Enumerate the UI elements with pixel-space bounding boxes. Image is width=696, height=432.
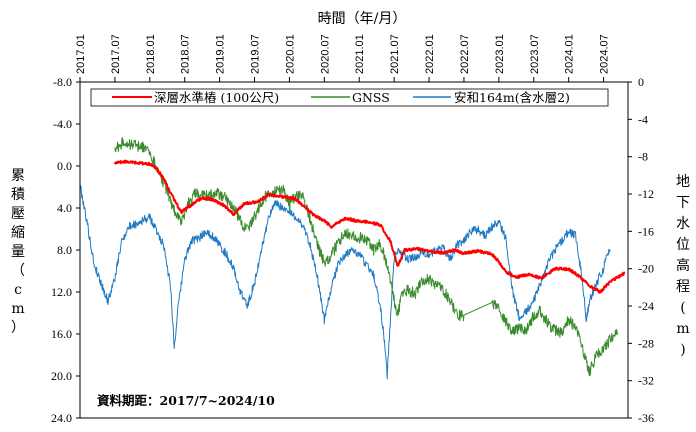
x-tick-label: 2023.07 [529,34,541,74]
series-layer [79,137,626,380]
y-left-tick-label: -4.0 [53,117,72,131]
y-right-tick-label: -8 [638,150,648,164]
y-left-tick-label: 16.0 [51,327,72,341]
y-left-tick-label: -8.0 [53,75,72,89]
y-axis-left-label: 累積壓縮量（ c m） [11,168,25,336]
x-tick-label: 2019.07 [250,34,262,74]
y-right-tick-label: -12 [638,187,654,201]
y-left-tick-label: 8.0 [57,243,72,257]
legend-label-anhe-well: 安和164m(含水層2) [454,90,570,105]
x-tick-label: 2021.01 [354,34,366,74]
y-left-tick-label: 20.0 [51,369,72,383]
y-left-tick-label: 0.0 [57,159,72,173]
x-tick-label: 2023.01 [494,34,506,74]
y-left-tick-label: 4.0 [57,201,72,215]
y-left-tick-label: 24.0 [51,411,72,425]
x-tick-label: 2021.07 [389,34,401,74]
y-axis-right-label: 地下水位高程(m) [676,174,690,358]
x-tick-label: 2017.07 [110,34,122,74]
x-tick-label: 2020.07 [319,34,331,74]
y-right-tick-label: -36 [638,411,654,425]
legend-label-deep-benchmark: 深層水準樁 (100公尺) [154,90,279,105]
x-tick-label: 2022.07 [459,34,471,74]
x-axis-ticks: 2017.01 2017.07 2018.01 2018.07 2019.01 2019.… [75,34,611,82]
chart-title: 時間（年/月） [318,11,407,27]
y-right-tick-label: -16 [638,224,654,238]
x-tick-label: 2019.01 [215,34,227,74]
series-line-anhe-well [79,185,611,380]
x-tick-label: 2018.01 [145,34,157,74]
y-right-tick-label: -32 [638,374,654,388]
x-tick-label: 2018.07 [180,34,192,74]
y-right-tick-label: 0 [638,75,644,89]
x-tick-label: 2024.01 [564,34,576,74]
x-tick-label: 2022.01 [424,34,436,74]
x-tick-label: 2020.01 [284,34,296,74]
y-axis-right-ticks: 0 -4 -8 -12 -16 -20 -24 -28 -32 -36 [628,75,654,425]
data-period-note: 資料期距：2017/7~2024/10 [97,393,275,408]
x-tick-label: 2017.01 [75,34,87,74]
x-tick-label: 2024.07 [599,34,611,74]
y-right-tick-label: -28 [638,336,654,350]
plot-frame [79,81,629,419]
y-right-tick-label: -4 [638,112,648,126]
y-right-tick-label: -24 [638,299,654,313]
legend-label-gnss: GNSS [352,90,390,105]
y-axis-left-ticks: -8.0 -4.0 0.0 4.0 8.0 12.0 16.0 20.0 24.0 [51,75,80,425]
series-line-deep-benchmark [113,159,626,294]
y-left-tick-label: 12.0 [51,285,72,299]
y-right-tick-label: -20 [638,262,654,276]
series-line-gnss [114,137,618,377]
legend: 深層水準樁 (100公尺) GNSS 安和164m(含水層2) [90,88,609,107]
